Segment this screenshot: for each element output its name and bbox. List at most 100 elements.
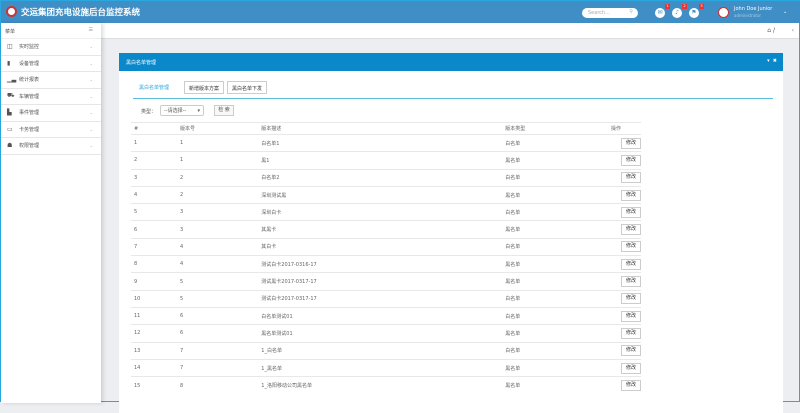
- version-number: 3: [177, 220, 259, 239]
- app-title: 交运集团充电设施后台监控系统: [21, 8, 141, 18]
- edit-button[interactable]: 修改: [621, 206, 641, 218]
- edit-button[interactable]: 修改: [621, 258, 641, 270]
- row-index: 3: [131, 168, 177, 187]
- version-description: 测试白卡2017-0317-17: [258, 289, 503, 308]
- envelope-icon[interactable]: ✉: [655, 8, 665, 18]
- flag-icon[interactable]: ⚑: [689, 8, 699, 18]
- sidebar-item-realtime-monitor[interactable]: ◫ 实时监控 ⌄: [1, 39, 101, 56]
- search-button[interactable]: 检 索: [214, 105, 234, 116]
- home-icon[interactable]: ⌂ /: [767, 27, 775, 34]
- edit-button[interactable]: 修改: [621, 137, 641, 149]
- version-description: 其白卡: [258, 237, 503, 256]
- version-description: 白名单1: [258, 133, 503, 152]
- table-row: 15 8 1_洛阳移动公司黑名单 黑名单 修改: [131, 376, 641, 394]
- row-index: 14: [131, 358, 177, 377]
- sidebar-item-label: 事件管理: [19, 110, 40, 117]
- version-description: 1_白名单: [258, 341, 503, 360]
- edit-button[interactable]: 修改: [621, 224, 641, 236]
- edit-button[interactable]: 修改: [621, 172, 641, 184]
- table-row: 13 7 1_白名单 白名单 修改: [131, 341, 641, 360]
- version-number: 2: [177, 168, 259, 187]
- table-row: 11 6 白名单测试01 白名单 修改: [131, 306, 641, 325]
- card-icon: ▭: [7, 125, 13, 133]
- edit-button[interactable]: 修改: [621, 310, 641, 322]
- row-index: 2: [131, 151, 177, 170]
- add-version-button[interactable]: 新增版本方案: [184, 81, 225, 94]
- action-cell: 修改: [608, 255, 641, 273]
- edit-button[interactable]: 修改: [621, 362, 641, 374]
- version-description: 其黑卡: [258, 220, 503, 239]
- version-number: 2: [177, 185, 259, 204]
- edit-button[interactable]: 修改: [621, 276, 641, 288]
- edit-button[interactable]: 修改: [621, 154, 641, 166]
- table-row: 6 3 其黑卡 黑名单 修改: [131, 220, 641, 239]
- table-row: 5 3 深圳白卡 白名单 修改: [131, 203, 641, 221]
- table-row: 12 6 黑名单测试01 黑名单 修改: [131, 324, 641, 343]
- column-header: 操作: [608, 122, 641, 135]
- chevron-down-icon: ⌄: [89, 143, 93, 148]
- version-number: 8: [177, 376, 259, 394]
- version-number: 3: [177, 203, 259, 221]
- version-description: 黑名单测试01: [258, 324, 503, 343]
- bell-icon[interactable]: ♪: [672, 8, 682, 18]
- tab-blacklist-management[interactable]: 黑白名单管理: [135, 81, 174, 94]
- version-description: 1_黑名单: [258, 358, 503, 377]
- chevron-down-icon: ⌄: [89, 93, 93, 99]
- issue-list-button[interactable]: 黑白名单下发: [227, 81, 268, 94]
- sidebar: 菜单 ☰ ◫ 实时监控 ⌄ ▮ 设备管理 ⌄ ▁▃ 统计报表 ⌄ ⛟ 车辆管理 ⌄ ▙ 事件管理 ⌄ …: [1, 23, 101, 403]
- type-select[interactable]: --请选择-- ▾: [160, 105, 204, 116]
- version-number: 4: [177, 255, 259, 273]
- version-type: 黑名单: [502, 324, 608, 343]
- avatar[interactable]: [718, 7, 729, 18]
- edit-button[interactable]: 修改: [621, 241, 641, 253]
- close-icon[interactable]: ✖: [772, 58, 777, 64]
- edit-button[interactable]: 修改: [621, 189, 641, 201]
- menu-toggle-icon[interactable]: ☰: [88, 27, 93, 33]
- table-row: 3 2 白名单2 白名单 修改: [131, 168, 641, 187]
- sidebar-item-event-management[interactable]: ▙ 事件管理 ⌄: [1, 105, 101, 122]
- row-index: 4: [131, 185, 177, 204]
- table-row: 9 5 测试黑卡2017-0317-17 黑名单 修改: [131, 272, 641, 291]
- version-number: 5: [177, 272, 259, 291]
- edit-button[interactable]: 修改: [621, 327, 641, 339]
- version-type: 黑名单: [502, 272, 608, 291]
- sidebar-item-permission-management[interactable]: ☗ 权限管理 ⌄: [1, 138, 101, 155]
- search-input[interactable]: Search... ⚲: [582, 8, 638, 18]
- action-cell: 修改: [608, 272, 641, 291]
- sidebar-item-label: 权限管理: [19, 143, 40, 150]
- version-type: 黑名单: [502, 151, 608, 170]
- row-index: 8: [131, 255, 177, 273]
- chevron-left-icon[interactable]: ‹: [791, 27, 794, 34]
- column-header: #: [131, 122, 177, 135]
- edit-button[interactable]: 修改: [621, 380, 641, 392]
- action-cell: 修改: [608, 151, 641, 170]
- notification-badge: 1: [665, 4, 670, 9]
- action-cell: 修改: [608, 306, 641, 325]
- version-type: 黑名单: [502, 220, 608, 239]
- device-icon: ▮: [7, 59, 11, 67]
- breadcrumb: ⌂ / ‹: [101, 23, 799, 39]
- sidebar-item-card-management[interactable]: ▭ 卡务管理 ⌄: [1, 122, 101, 138]
- user-name[interactable]: John Doe Junior: [734, 6, 773, 12]
- search-icon[interactable]: ⚲: [629, 9, 633, 15]
- chart-icon: ▁▃: [7, 76, 17, 84]
- row-index: 13: [131, 341, 177, 360]
- user-role: administrator: [734, 13, 762, 18]
- version-type: 白名单: [502, 341, 608, 360]
- table-row: 7 4 其白卡 白名单 修改: [131, 237, 641, 256]
- action-cell: 修改: [608, 185, 641, 204]
- sidebar-item-statistics[interactable]: ▁▃ 统计报表 ⌄: [1, 72, 101, 89]
- version-description: 1_洛阳移动公司黑名单: [258, 376, 503, 394]
- edit-button[interactable]: 修改: [621, 293, 641, 305]
- version-number: 6: [177, 324, 259, 343]
- version-table: # 版本号 版本描述 版本类型 操作 1 1 白名单1 白名单 修改 2 1 黑1 黑名单 修改 3…: [131, 122, 641, 394]
- chevron-down-icon: ⌄: [89, 110, 93, 115]
- column-header: 版本类型: [502, 122, 608, 135]
- chevron-down-icon[interactable]: ⌄: [783, 9, 788, 15]
- edit-button[interactable]: 修改: [621, 345, 641, 357]
- sidebar-item-vehicle-management[interactable]: ⛟ 车辆管理 ⌄: [1, 89, 101, 105]
- logo-icon: [6, 6, 17, 17]
- action-cell: 修改: [608, 203, 641, 221]
- collapse-icon[interactable]: ▾: [767, 58, 770, 64]
- sidebar-item-device-management[interactable]: ▮ 设备管理 ⌄: [1, 56, 101, 72]
